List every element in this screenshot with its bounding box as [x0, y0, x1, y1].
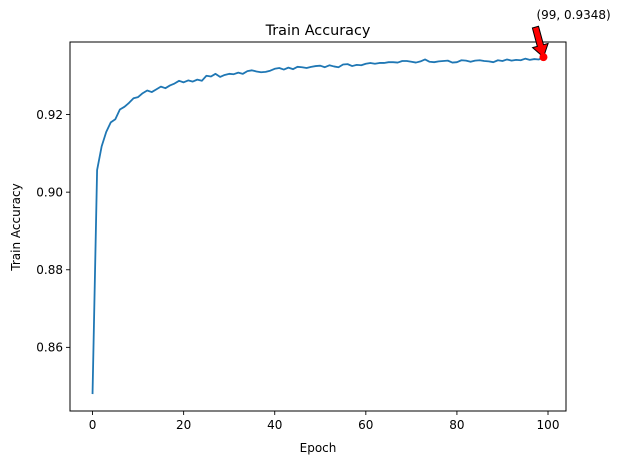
annotation-label: (99, 0.9348) — [536, 8, 610, 22]
y-tick-label: 0.92 — [36, 108, 63, 122]
y-axis: 0.86 0.88 0.90 0.92 — [36, 108, 70, 355]
y-axis-label: Train Accuracy — [9, 183, 23, 271]
x-tick-label: 0 — [89, 418, 97, 432]
series-line-0 — [91, 55, 545, 395]
y-tick-label: 0.88 — [36, 263, 63, 277]
plot-area — [91, 55, 545, 395]
annotation-arrow — [531, 25, 549, 58]
max-annotation: (99, 0.9348) — [531, 8, 611, 62]
x-tick-label: 60 — [358, 418, 373, 432]
plot-frame — [69, 41, 567, 412]
chart-title: Train Accuracy — [265, 23, 371, 39]
x-tick-label: 80 — [449, 418, 464, 432]
y-tick-label: 0.86 — [36, 341, 63, 355]
x-tick-label: 40 — [267, 418, 282, 432]
max-point-marker — [539, 53, 548, 62]
x-tick-label: 100 — [537, 418, 560, 432]
x-axis: 0 20 40 60 80 100 — [89, 411, 560, 432]
y-tick-label: 0.90 — [36, 185, 63, 199]
x-axis-label: Epoch — [300, 441, 337, 455]
x-tick-label: 20 — [176, 418, 191, 432]
